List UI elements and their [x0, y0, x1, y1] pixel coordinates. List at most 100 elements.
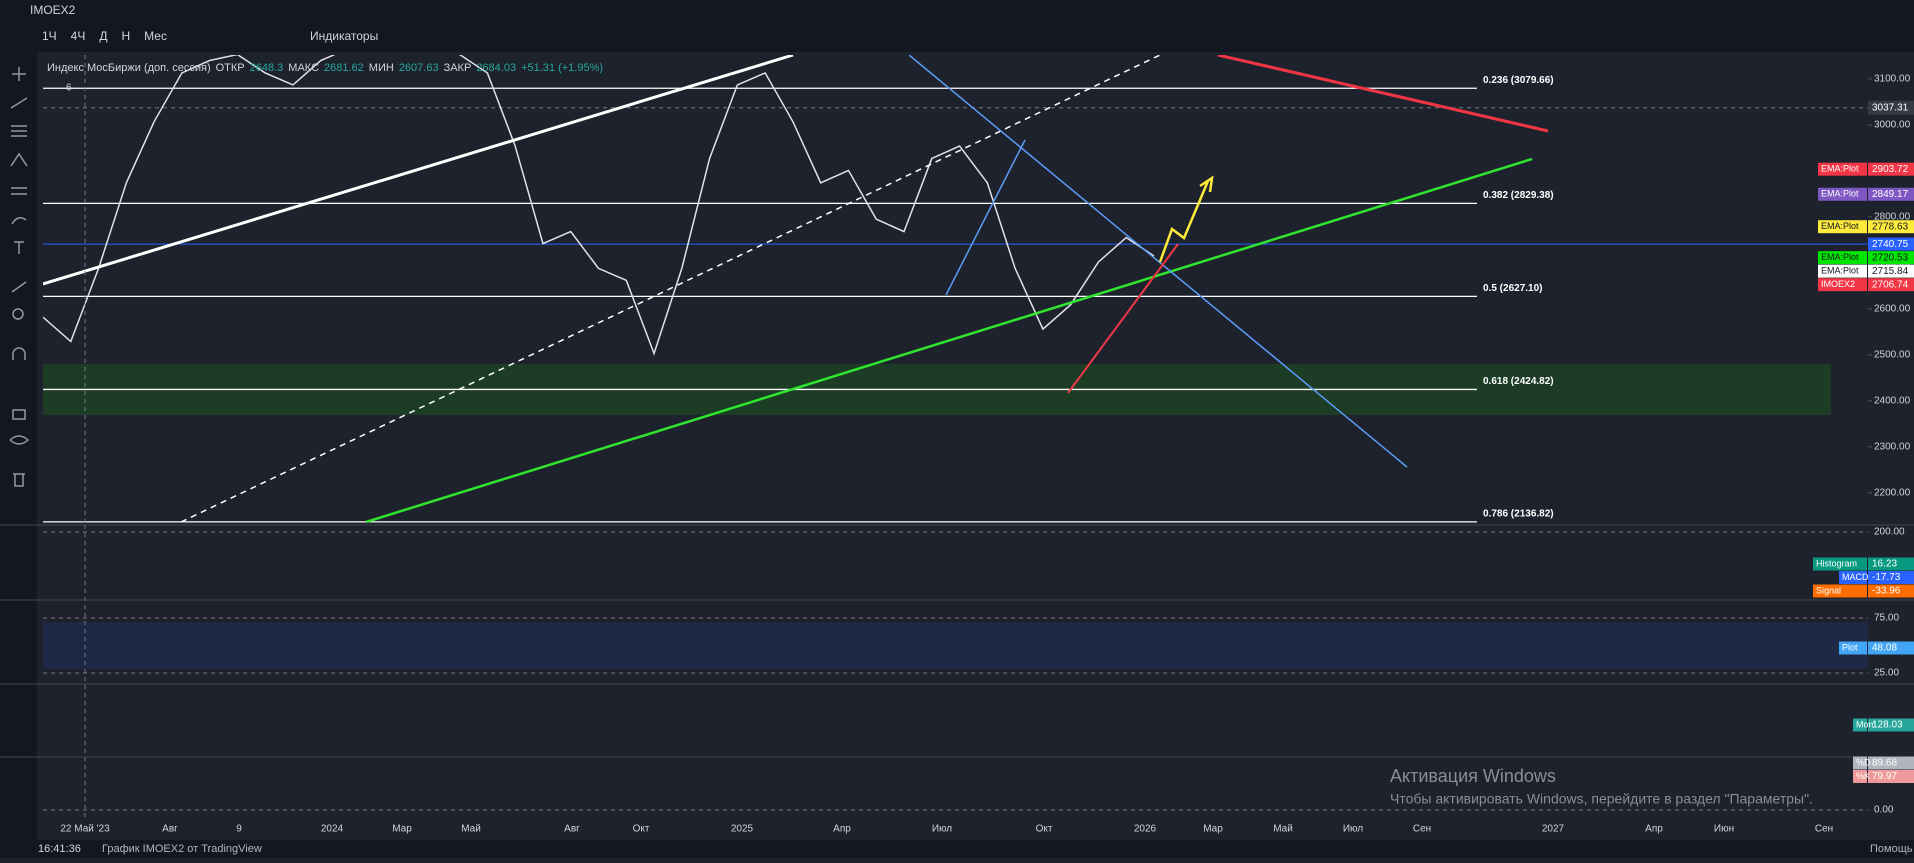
trendline-red[interactable] [1217, 55, 1549, 133]
forecast-arrow[interactable] [1158, 180, 1210, 263]
x-tick-label: 2026 [1134, 824, 1157, 835]
price-label: 2706.74 [1872, 279, 1909, 290]
arrow-head [1199, 175, 1214, 193]
interval-button[interactable]: Н [121, 29, 130, 43]
x-tick-label: Мар [1203, 824, 1223, 835]
x-tick-label: Май [1273, 824, 1293, 835]
pane-name: Signal [1816, 585, 1841, 595]
pattern-tool[interactable] [10, 152, 28, 167]
legend-collapse[interactable]: 6 [66, 83, 72, 94]
legend-item: ОТКР [216, 62, 245, 74]
trendline-blue-short[interactable] [945, 139, 1026, 296]
x-tick-label: Сен [1815, 824, 1833, 835]
fib-label: 0.236 (3079.66) [1483, 75, 1554, 86]
pane-value-box [1868, 756, 1914, 770]
x-tick-label: 9 [236, 824, 242, 835]
price-label: 2849.17 [1872, 189, 1909, 200]
price-label-name: EMA:Plot [1821, 266, 1859, 276]
legend-item: Индекс МосБиржи (доп. сессия) [47, 62, 211, 74]
y-tick-label: 2300.00 [1874, 441, 1911, 452]
x-tick-label: Июл [1343, 824, 1363, 835]
fib-label: 0.786 (2136.82) [1483, 509, 1554, 520]
interval-button[interactable]: 1Ч [42, 29, 57, 43]
trendline-red-short[interactable] [1067, 243, 1179, 394]
price-label-name-box [1818, 264, 1867, 278]
pane-tick-label: 75.00 [1874, 613, 1899, 624]
x-tick-label: Окт [1036, 824, 1053, 835]
trendline-blue[interactable] [908, 55, 1408, 468]
pane-value: 89.68 [1872, 758, 1897, 769]
watermark-text: Чтобы активировать Windows, перейдите в … [1390, 791, 1813, 807]
forecast-tool[interactable] [11, 187, 27, 195]
pane-value: 79.97 [1872, 771, 1897, 782]
interval-button[interactable]: Мес [144, 29, 167, 43]
price-label-name-box [1818, 251, 1867, 265]
legend-item: +51.31 (+1.95%) [521, 62, 603, 74]
interval-button[interactable]: 4Ч [71, 29, 86, 43]
y-tick-label: 2600.00 [1874, 303, 1911, 314]
pane-value-box [1868, 571, 1914, 584]
crosshair-price-box [1868, 100, 1914, 115]
trendline-dashed[interactable] [180, 55, 1161, 523]
pane-value: 16.23 [1872, 559, 1897, 570]
pane-name: Plot [1842, 642, 1858, 652]
pane-name-box [1839, 571, 1867, 584]
pane-name-box [1853, 770, 1867, 783]
legend-item: ЗАКР [444, 62, 472, 74]
pane-name: %D [1856, 757, 1871, 767]
trendline[interactable] [43, 55, 794, 286]
price-label: 2720.53 [1872, 252, 1909, 263]
magnet-tool[interactable] [12, 347, 26, 360]
x-tick-label: Июл [932, 824, 952, 835]
price-label-name-box [1818, 278, 1867, 292]
pane-name: Histogram [1816, 558, 1857, 568]
pane-name-box [1853, 718, 1867, 732]
pane-name: MACD [1842, 572, 1869, 582]
x-tick-label: Май [461, 824, 481, 835]
price-label-box [1868, 237, 1914, 251]
x-tick-label: Авг [162, 824, 178, 835]
text-tool[interactable] [14, 241, 24, 254]
price-line [43, 55, 1155, 356]
pane-tick-label: 0.00 [1874, 805, 1894, 816]
fib-label: 0.618 (2424.82) [1483, 376, 1554, 387]
symbol-search[interactable]: IMOEX2 [30, 3, 76, 17]
x-tick-label: 22 Май '23 [60, 824, 110, 835]
legend-item: 2684.03 [476, 62, 516, 74]
fib-tool[interactable] [11, 125, 27, 137]
y-tick-label: 2800.00 [1874, 212, 1911, 223]
delete-tool[interactable] [13, 473, 25, 487]
clock: 16:41:36 [38, 843, 81, 855]
crosshair-tool[interactable] [12, 67, 26, 81]
x-tick-label: Авг [564, 824, 580, 835]
price-label-name: EMA:Plot [1821, 164, 1859, 174]
trendline-tool[interactable] [10, 97, 28, 109]
y-tick-label: 3100.00 [1874, 74, 1911, 85]
pane-tick-label: 200.00 [1874, 527, 1905, 538]
pane-tick-label: 25.00 [1874, 668, 1899, 679]
lock-tool[interactable] [12, 409, 26, 420]
trendline-green[interactable] [365, 157, 1533, 524]
price-label: 2740.75 [1872, 239, 1909, 250]
zoom-tool[interactable] [12, 308, 24, 320]
price-label-name-box [1818, 187, 1867, 201]
price-label-name: EMA:Plot [1821, 252, 1859, 262]
visibility-tool[interactable] [9, 435, 30, 445]
interval-button[interactable]: Д [99, 29, 107, 43]
indicators-button[interactable]: Индикаторы [310, 29, 378, 43]
price-label-name: EMA:Plot [1821, 221, 1859, 231]
source: График IMOEX2 от TradingView [102, 843, 262, 855]
price-label-name-box [1818, 162, 1867, 176]
price-label-name: IMOEX2 [1821, 279, 1855, 289]
ruler-tool[interactable] [11, 281, 27, 293]
pane-value-box [1868, 718, 1914, 732]
brush-tool[interactable] [11, 217, 27, 225]
price-label-name-box [1818, 220, 1867, 234]
status-bar [0, 840, 1914, 858]
y-tick-label: 3000.00 [1874, 120, 1911, 131]
x-tick-label: Окт [633, 824, 650, 835]
y-tick-label: 2500.00 [1874, 349, 1911, 360]
pane-value-box [1868, 584, 1914, 598]
help[interactable]: Помощь [1870, 843, 1913, 855]
